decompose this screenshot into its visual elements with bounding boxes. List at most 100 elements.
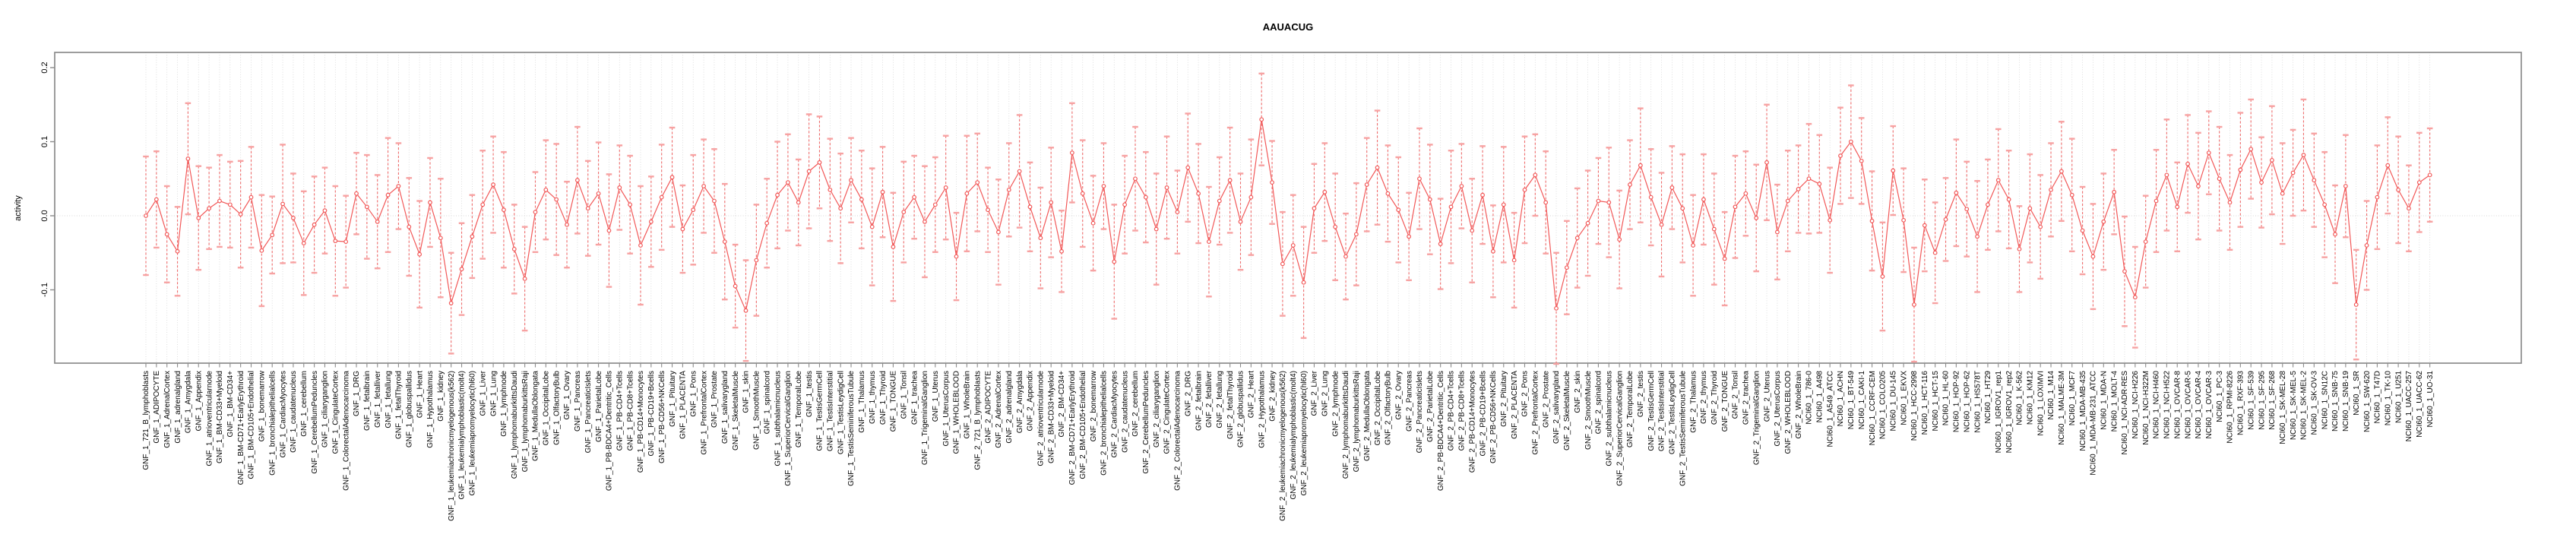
x-tick-label: NCI60_1_SK-MEL-5 [2290,371,2298,441]
y-axis-label: activity [14,195,23,221]
data-point [1764,160,1769,165]
x-tick-label: NCI60_1_MOLT-4 [2110,371,2119,432]
data-point [407,224,412,229]
x-tick-label: GNF_1_lymphomaburkittsRaji [521,371,530,472]
data-point [996,229,1001,235]
x-tick-label: GNF_1_TestisGermCell [816,371,824,451]
data-point [638,243,643,248]
data-point [1669,185,1675,190]
data-point [2375,194,2380,200]
data-point [596,191,601,196]
data-point [1290,243,1296,248]
data-point [1101,184,1106,188]
x-tick-label: GNF_2_ColorectalAdenocarcinoma [1174,371,1182,491]
data-point [396,184,401,188]
data-point [1828,217,1833,223]
x-tick-label: GNF_2_fetalThyroid [1226,371,1235,439]
data-point [1164,185,1169,190]
x-tick-label: GNF_1_TestisInterstitial [827,371,835,451]
data-point [1312,206,1317,211]
x-tick-label: GNF_2_BM-CD34+ [1058,371,1066,438]
data-point [470,234,475,239]
x-tick-label: GNF_1_Tonsil [900,371,908,419]
x-tick-label: NCI60_1_SNB-75 [2331,371,2340,432]
data-point [1438,242,1443,246]
x-tick-label: GNF_1_kidney [437,371,445,422]
chart-title: AAUACUG [1262,21,1314,33]
x-tick-label: GNF_1_TrigeminalGanglion [921,371,929,465]
data-point [502,207,506,213]
data-point [1606,200,1612,205]
data-point [796,200,801,205]
x-tick-label: GNF_2_adrenalgland [1005,371,1014,444]
x-tick-label: GNF_2_subthalamicnucleus [1605,371,1613,466]
x-tick-label: GNF_2_BM-CD33+Myeloid [1047,371,1055,463]
data-point [2227,200,2233,205]
data-point [932,202,938,207]
data-point [2270,157,2274,163]
x-tick-label: GNF_2_OlfactoryBulb [1385,371,1393,445]
x-tick-label: NCI60_1_HCT-15 [1932,371,1940,432]
x-tick-label: GNF_1_adrenalgland [174,371,182,444]
data-point [1986,202,1990,207]
x-tick-label: GNF_2_Pancreas [1405,371,1413,432]
x-tick-label: GNF_1_Hypothalamus [426,371,435,448]
x-tick-label: GNF_2_PB-BDCA4+Dentritic_Cells [1437,371,1445,491]
x-tick-label: GNF_1_globuspallidus [405,371,413,447]
data-point [543,187,549,192]
data-point [1543,200,1549,205]
x-tick-label: GNF_1_lymphomaburkittsDaudi [511,371,519,479]
x-tick-label: GNF_1_TONGUE [890,371,898,432]
data-point [1038,236,1043,241]
x-tick-label: NCI60_1_MALME-3M [2058,371,2066,445]
data-point [2027,206,2033,211]
data-point [1838,153,1843,158]
data-point [1891,168,1896,173]
x-tick-label: GNF_2_Heart [1248,371,1256,418]
x-tick-label: NCI60_1_IGROV1_rep2 [2005,371,2014,454]
data-point [1617,237,1622,242]
x-tick-label: NCI60_1_ACHN [1837,371,1845,426]
x-tick-label: NCI60_1_OVCAR-3 [2205,371,2214,439]
x-tick-label: GNF_1_PB-CD8+Tcells [626,371,635,451]
x-tick-label: NCI60_1_T47D [2374,371,2382,423]
data-point [1343,254,1348,259]
x-tick-label: GNF_1_Thalamus [858,371,866,433]
x-tick-label: GNF_1_salivarygland [721,371,729,444]
x-tick-label: GNF_2_Amygdala [1016,371,1024,434]
data-point [238,212,243,217]
x-tick-label: GNF_2_Uterus [1763,371,1771,422]
x-tick-label: GNF_2_TestisLeydigCell [1669,371,1677,454]
data-point [1238,219,1243,224]
data-point [2343,184,2348,188]
x-tick-label: GNF_2_WholeBrain [1795,371,1803,438]
data-point [975,180,980,185]
x-tick-label: NCI60_1_PC-3 [2216,371,2224,422]
data-point [775,192,780,198]
data-point [511,246,517,251]
x-tick-label: GNF_1_TestisLeydigCell [837,371,845,454]
data-point [2290,170,2296,175]
data-point [869,224,875,229]
x-tick-label: GNF_2_PLACENTA [1511,371,1519,439]
data-point [1680,206,1685,211]
x-tick-label: NCI60_1_NCI-H322M [2142,371,2150,445]
x-tick-label: GNF_2_leukemiachronicmyelogenous(k562) [1279,371,1287,521]
data-point [712,198,717,204]
x-tick-label: NCI60_1_RXF-393 [2237,371,2245,435]
plot-border [54,52,2522,364]
x-tick-label: GNF_1_CardiacMyocytes [279,371,287,457]
x-tick-label: GNF_1_bronchialepithelialcells [268,371,277,476]
x-tick-label: GNF_1_PancreaticIslets [584,371,593,453]
x-tick-label: NCI60_1_OVCAR-4 [2195,371,2203,439]
data-point [2407,206,2411,211]
x-tick-label: GNF_2_lymphomaburkittsRaji [1353,371,1361,472]
x-tick-label: GNF_1_PB-BDCA4+Dentritic_Cells [606,371,614,491]
x-tick-label: GNF_1_Pituitary [669,371,677,427]
x-tick-label: NCI60_1_HOP-62 [1963,371,1971,433]
data-point [754,258,759,263]
x-tick-label: NCI60_1_SF-295 [2258,371,2266,430]
data-point [2122,269,2127,274]
data-point [2059,169,2064,174]
x-tick-label: GNF_2_Thalamus [1689,371,1698,433]
